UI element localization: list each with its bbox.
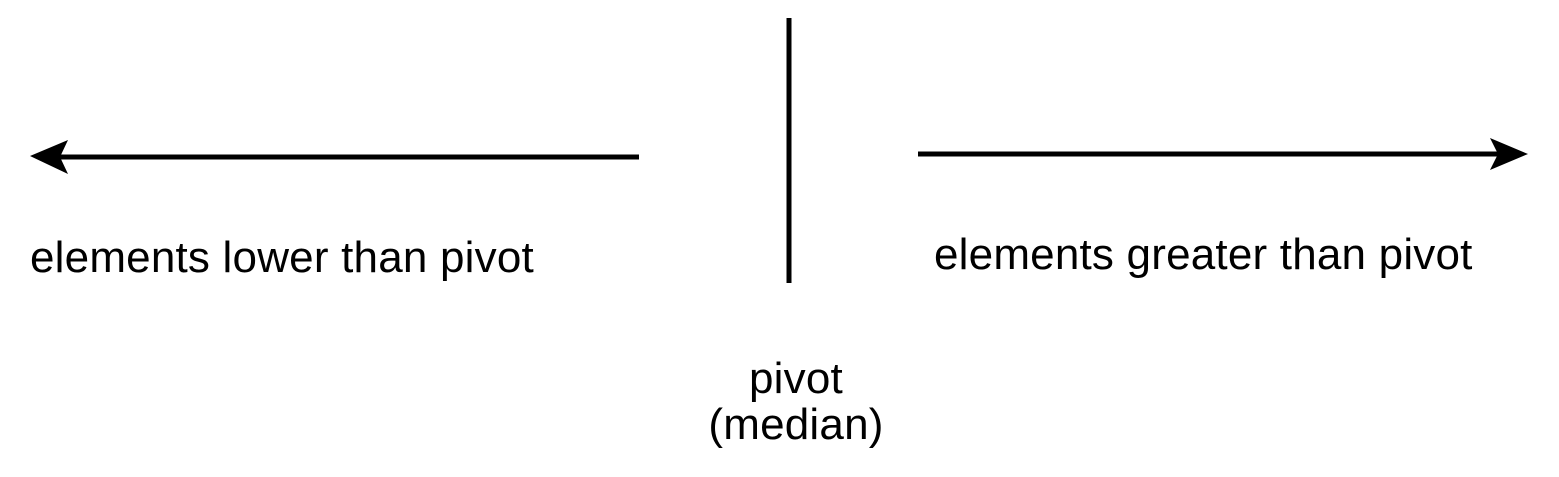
pivot-label-group: pivot (median) [0,356,1559,448]
right-arrowhead [1490,138,1528,170]
pivot-label: pivot [749,354,843,403]
greater-elements-label: elements greater than pivot [934,230,1473,279]
pivot-sublabel: (median) [708,400,884,449]
lower-elements-label: elements lower than pivot [30,233,534,282]
left-arrowhead [30,140,68,174]
